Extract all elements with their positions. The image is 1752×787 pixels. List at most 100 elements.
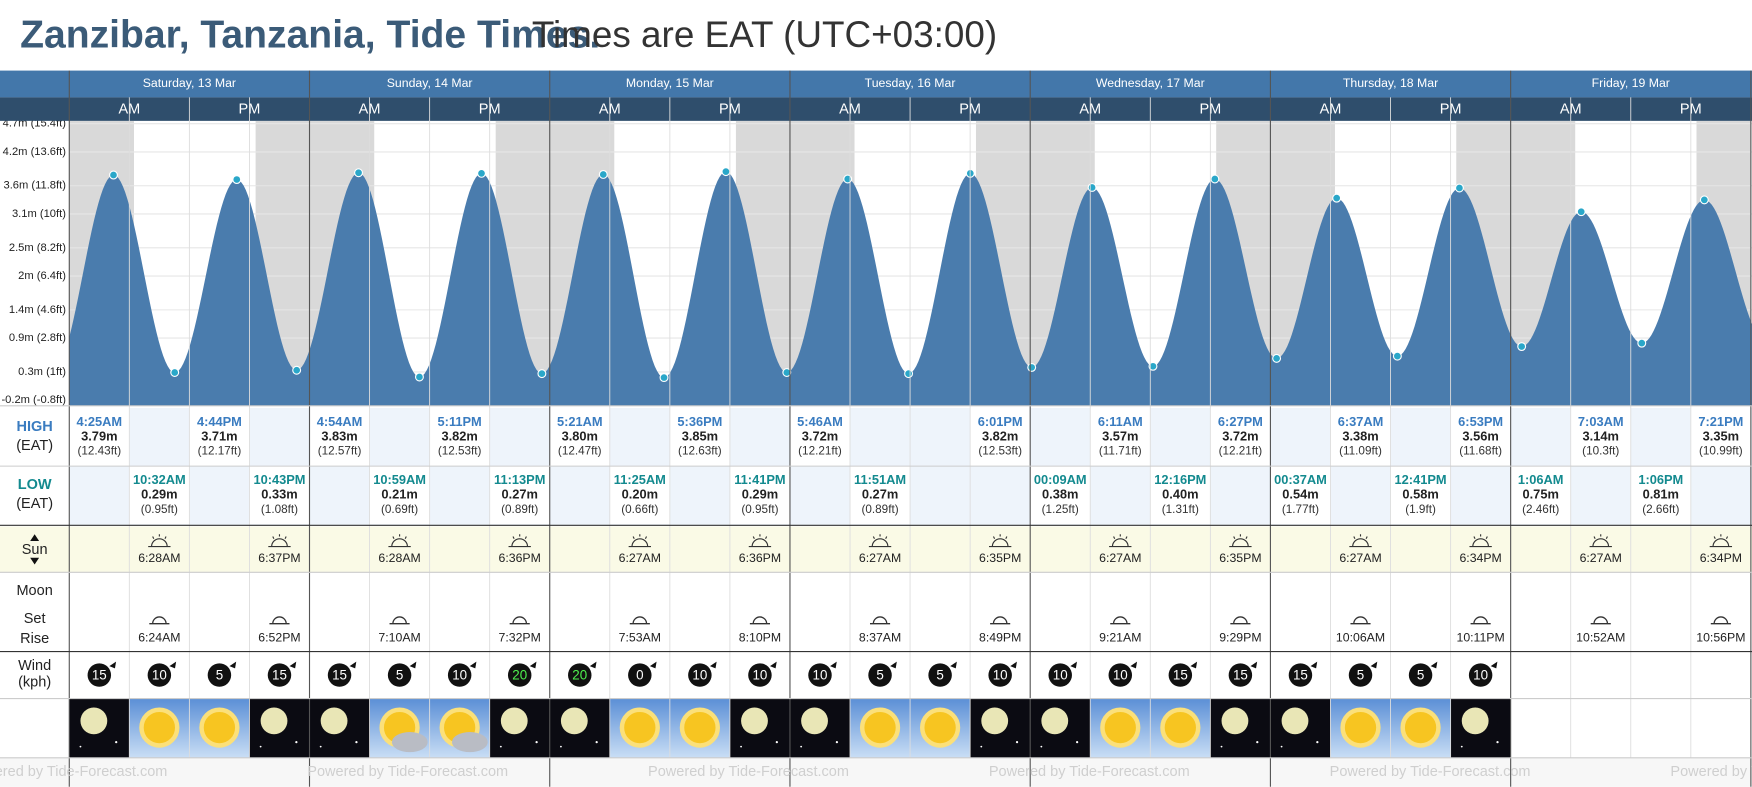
wind-badge (327, 663, 352, 687)
low-height: 0.29m (141, 487, 177, 502)
high-feet: (12.21ft) (1219, 445, 1263, 458)
wind-speed: 15 (92, 668, 107, 683)
high-time: 6:27PM (1218, 414, 1263, 429)
high-height: 3.82m (982, 428, 1018, 443)
star (560, 745, 562, 748)
low-feet: (2.66ft) (1642, 503, 1679, 516)
y-tick-label: 1.4m (4.6ft) (9, 304, 66, 316)
moonrise-time: 6:52PM (258, 630, 300, 644)
y-tick-label: 2m (6.4ft) (18, 270, 66, 282)
low-cell-bg (609, 466, 670, 525)
moon-icon (629, 616, 650, 625)
moonrise-time: 10:56PM (1696, 630, 1745, 644)
y-tick-label: 2.5m (8.2ft) (9, 242, 66, 254)
high-cell-bg (1090, 408, 1151, 467)
wind-arrow (109, 661, 117, 669)
low-feet: (0.95ft) (141, 503, 178, 516)
wind-arrow (229, 661, 237, 669)
high-time: 7:21PM (1698, 414, 1743, 429)
low-cell-bg (1390, 466, 1451, 525)
moon-icon (1110, 616, 1131, 625)
star (980, 745, 983, 748)
y-tick-label: 3.1m (10ft) (12, 208, 66, 220)
sun-weather (199, 707, 240, 748)
high-cell-bg (429, 408, 490, 467)
low-time: 10:43PM (253, 472, 305, 487)
low-feet: (2.46ft) (1522, 503, 1559, 516)
low-time: 1:06AM (1518, 472, 1564, 487)
moon-icon (1590, 616, 1611, 625)
star (1256, 740, 1259, 744)
low-height: 0.33m (261, 487, 297, 502)
sunset-time: 6:34PM (1700, 551, 1742, 565)
star (295, 740, 298, 744)
moon-weather (320, 707, 348, 735)
wind-badge (447, 663, 472, 687)
row-label: Set (24, 611, 46, 627)
y-tick-label: 4.7m (15.4ft) (3, 118, 67, 130)
wind-speed: 5 (216, 668, 223, 683)
low-feet: (1.08ft) (261, 503, 298, 516)
wind-badge (568, 663, 592, 687)
sun-icon (268, 534, 291, 548)
high-cell-bg (1450, 408, 1511, 467)
star (1316, 740, 1319, 744)
wind-arrow (1370, 661, 1378, 669)
star (79, 745, 82, 748)
low-time: 10:59AM (373, 472, 426, 487)
low-feet: (0.66ft) (621, 503, 658, 516)
moonrise-time: 9:29PM (1219, 630, 1261, 644)
high-time: 5:21AM (557, 414, 603, 429)
low-feet: (0.69ft) (381, 503, 418, 516)
wind-speed: 10 (813, 668, 828, 683)
moon-weather (560, 707, 588, 735)
sun-icon (1469, 534, 1492, 548)
wind-arrow (890, 661, 897, 669)
sun-icon (748, 534, 772, 548)
tide-chart (69, 120, 1752, 406)
wind-speed: 10 (752, 668, 767, 683)
high-time: 7:03AM (1578, 414, 1624, 429)
high-time: 5:36PM (677, 414, 722, 429)
high-height: 3.85m (682, 428, 718, 443)
wind-arrow (649, 661, 657, 669)
moon-icon (389, 616, 410, 625)
y-tick-label: 0.9m (2.8ft) (9, 332, 66, 344)
moon-icon (869, 616, 891, 625)
moon-weather (1281, 707, 1309, 735)
axis-bg (0, 120, 70, 406)
footer-bg (0, 757, 1752, 787)
low-time: 00:09AM (1034, 472, 1087, 487)
high-time: 5:46AM (797, 414, 843, 429)
star (1040, 745, 1043, 748)
day-label: Monday, 15 Mar (626, 76, 714, 90)
moon-icon (1470, 616, 1491, 625)
high-feet: (12.53ft) (438, 445, 482, 458)
wind-badge (1228, 663, 1253, 687)
low-cell-bg (129, 466, 190, 525)
footer-credit: Powered by Tide-Forecast.com (648, 764, 849, 780)
row-label: Moon (16, 583, 52, 599)
star (1076, 740, 1079, 744)
low-height: 0.27m (862, 487, 898, 502)
tide-point (1087, 182, 1097, 192)
high-cell-bg (1330, 408, 1391, 467)
tide-table: 4.7m (15.4ft) 4.2m (13.6ft) 3.6m (11.8ft) 3… (0, 70, 1752, 787)
row-label: Wind (18, 658, 51, 674)
high-height: 3.72m (802, 428, 838, 443)
sunrise-time: 6:28AM (378, 551, 420, 565)
star (835, 740, 839, 744)
tide-point (232, 175, 242, 185)
high-cell-bg (789, 408, 851, 467)
footer-credit: Powered by Tide-Forecast.com (307, 764, 508, 780)
sunset-time: 6:37PM (258, 551, 300, 565)
moon-icon (990, 616, 1011, 625)
moonset-time: 9:21AM (1099, 630, 1141, 644)
tide-point (1027, 362, 1037, 372)
moonrise-time: 8:10PM (739, 630, 781, 644)
low-row-bg (69, 466, 1752, 526)
moon-icon (149, 616, 170, 625)
wind-badge (1168, 663, 1193, 687)
high-feet: (11.71ft) (1099, 445, 1142, 458)
high-feet: (11.09ft) (1339, 445, 1382, 458)
